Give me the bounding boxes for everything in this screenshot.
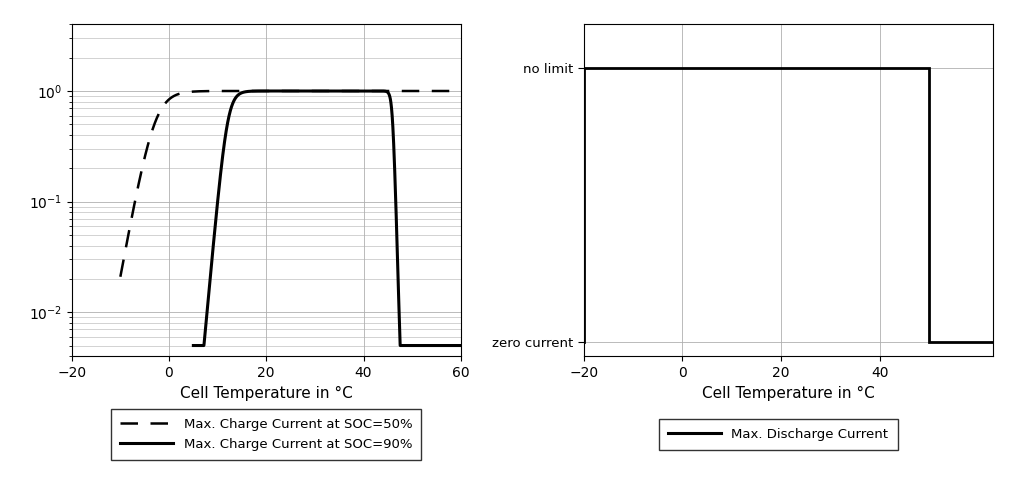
Legend: Max. Charge Current at SOC=50%, Max. Charge Current at SOC=90%: Max. Charge Current at SOC=50%, Max. Cha… bbox=[111, 409, 422, 460]
X-axis label: Cell Temperature in °C: Cell Temperature in °C bbox=[180, 386, 352, 401]
X-axis label: Cell Temperature in °C: Cell Temperature in °C bbox=[702, 386, 874, 401]
Legend: Max. Discharge Current: Max. Discharge Current bbox=[658, 419, 898, 450]
